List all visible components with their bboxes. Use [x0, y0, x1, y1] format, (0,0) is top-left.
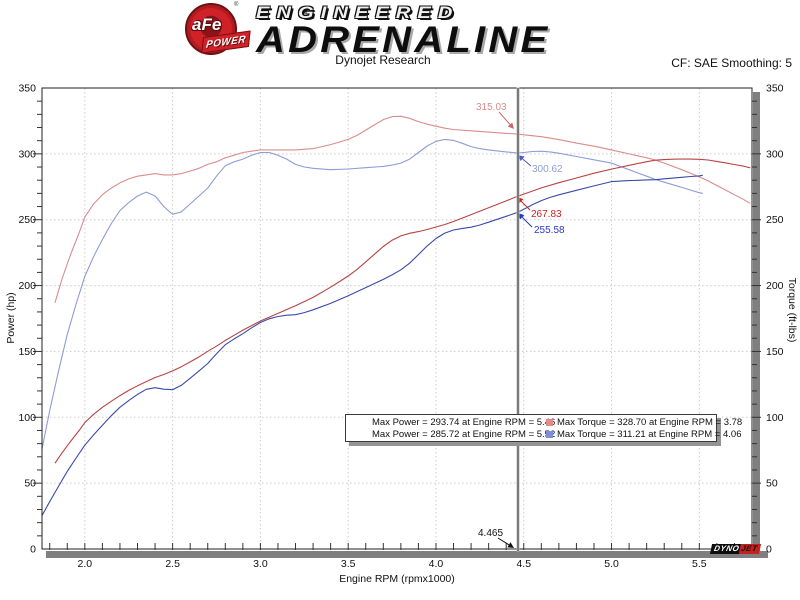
svg-text:0: 0: [30, 544, 36, 556]
legend-label: Max Power = 285.72 at Engine RPM = 5.52: [372, 428, 556, 440]
svg-text:200: 200: [18, 280, 36, 292]
legend-label: Max Torque = 311.21 at Engine RPM = 4.06: [557, 428, 742, 440]
callout-torque-blue-value: 300.62: [532, 164, 563, 175]
svg-text:5.0: 5.0: [604, 558, 619, 570]
svg-text:250: 250: [18, 214, 36, 226]
svg-text:50: 50: [24, 478, 36, 490]
legend-item-max-torque-red: Max Torque = 328.70 at Engine RPM = 3.78: [546, 417, 742, 428]
legend-label: Max Power = 293.74 at Engine RPM = 5.46: [372, 416, 556, 428]
dynojet-logo-dyno: DYNO: [709, 544, 742, 554]
svg-text:250: 250: [766, 214, 784, 226]
callout-cursor-rpm: 4.465: [478, 528, 504, 539]
svg-text:0: 0: [766, 544, 772, 556]
legend-swatch-salmon: [546, 418, 553, 426]
legend-label: Max Torque = 328.70 at Engine RPM = 3.78: [557, 416, 743, 428]
svg-text:3.5: 3.5: [341, 558, 356, 570]
svg-text:200: 200: [766, 280, 784, 292]
brand-wordmark: ENGINEERED ADRENALINE: [256, 3, 547, 61]
legend-swatch-lightblue: [546, 430, 553, 438]
svg-text:300: 300: [18, 148, 36, 160]
dynojet-logo-jet: JET: [739, 544, 762, 554]
correction-factor-label: CF: SAE Smoothing: 5: [671, 56, 792, 70]
svg-text:350: 350: [766, 83, 784, 95]
svg-text:50: 50: [766, 478, 778, 490]
svg-text:300: 300: [766, 148, 784, 160]
afe-power-logo: aFe ® POWER: [184, 2, 251, 55]
svg-text:4.5: 4.5: [516, 558, 531, 570]
chart-title: Dynojet Research: [335, 53, 431, 67]
svg-text:2.5: 2.5: [165, 558, 180, 570]
dynojet-logo: DYNO JET: [709, 544, 762, 554]
svg-text:4.0: 4.0: [429, 558, 444, 570]
svg-text:150: 150: [18, 346, 36, 358]
header: aFe ® POWER ENGINEERED ADRENALINE Dynoje…: [0, 0, 800, 82]
chart-cursor-line[interactable]: [517, 88, 519, 551]
brand-adrenaline: ADRENALINE: [256, 19, 551, 60]
registered-mark: ®: [234, 2, 239, 8]
svg-text:Engine RPM (rpmx1000): Engine RPM (rpmx1000): [339, 573, 455, 585]
callout-power-blue-value: 255.58: [534, 225, 565, 236]
svg-text:3.0: 3.0: [253, 558, 268, 570]
afe-logo-text: aFe: [192, 15, 222, 34]
legend-item-max-power-blue: Max Power = 285.72 at Engine RPM = 5.52: [368, 429, 555, 440]
svg-text:350: 350: [18, 83, 36, 95]
legend: Max Power = 293.74 at Engine RPM = 5.46 …: [345, 414, 742, 442]
svg-text:150: 150: [766, 346, 784, 358]
callout-torque-red-value: 315.03: [476, 102, 507, 113]
brand-engineered: ENGINEERED: [256, 3, 460, 22]
svg-text:Power (hp): Power (hp): [5, 292, 17, 343]
callout-power-red-value: 267.83: [531, 209, 562, 220]
svg-text:5.5: 5.5: [692, 558, 707, 570]
legend-item-max-torque-blue: Max Torque = 311.21 at Engine RPM = 4.06: [546, 429, 742, 440]
svg-text:100: 100: [766, 412, 784, 424]
svg-text:100: 100: [18, 412, 36, 424]
svg-text:2.0: 2.0: [78, 558, 93, 570]
legend-item-max-power-red: Max Power = 293.74 at Engine RPM = 5.46: [368, 417, 555, 428]
svg-text:Torque (ft-lbs): Torque (ft-lbs): [786, 278, 798, 343]
